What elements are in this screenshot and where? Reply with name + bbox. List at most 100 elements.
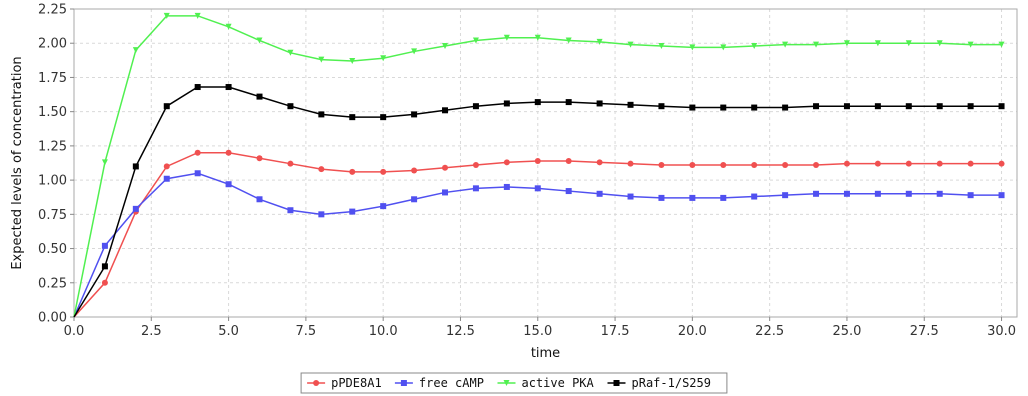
data-point xyxy=(627,193,634,200)
data-point xyxy=(998,103,1005,110)
legend-marker xyxy=(613,380,620,386)
series-active-pka xyxy=(73,12,1005,318)
data-point xyxy=(874,103,881,110)
data-point xyxy=(163,12,170,19)
data-point xyxy=(472,103,479,110)
y-axis: 0.00 0.25 0.50 0.75 1.00 1.25 1.50 1.75 2.00 2.25 xyxy=(38,3,74,326)
data-point xyxy=(751,193,758,200)
y-tick-label: 0.00 xyxy=(38,311,67,326)
x-tick-label: 27.5 xyxy=(910,324,939,339)
data-point xyxy=(194,84,201,91)
x-tick-label: 15.0 xyxy=(523,324,552,339)
series-ppde8a1 xyxy=(73,149,1005,318)
data-point xyxy=(256,155,263,162)
y-tick-label: 1.50 xyxy=(38,105,67,120)
data-point xyxy=(967,103,974,110)
data-point xyxy=(163,103,170,110)
data-point xyxy=(318,166,325,173)
y-tick-label: 2.00 xyxy=(38,37,67,52)
data-point xyxy=(287,103,294,110)
data-point xyxy=(380,203,387,210)
data-point xyxy=(225,84,232,91)
legend-marker xyxy=(503,380,510,386)
data-point xyxy=(380,55,387,62)
data-point xyxy=(287,207,294,214)
data-point xyxy=(658,162,665,169)
x-axis: 0.0 2.5 5.0 7.5 10.0 12.5 15.0 17.5 20.0 22.5 25.0… xyxy=(64,317,1016,339)
plot-area xyxy=(73,8,1018,318)
legend-label: pPDE8A1 xyxy=(331,376,382,390)
data-point xyxy=(194,170,201,177)
data-point xyxy=(287,49,294,56)
legend-label: active PKA xyxy=(522,376,595,390)
data-point xyxy=(936,190,943,197)
x-tick-label: 5.0 xyxy=(218,324,239,339)
legend: pPDE8A1 free cAMP active PKA pRaf-1/S259 xyxy=(300,372,728,394)
x-tick-label: 20.0 xyxy=(678,324,707,339)
data-point xyxy=(132,205,139,212)
data-point xyxy=(163,175,170,182)
data-point xyxy=(998,41,1005,48)
y-tick-label: 2.25 xyxy=(38,3,67,18)
data-point xyxy=(751,104,758,111)
legend-marker xyxy=(400,380,407,386)
data-point xyxy=(442,107,449,114)
data-point xyxy=(256,196,263,203)
data-point xyxy=(936,103,943,110)
data-point xyxy=(689,44,696,51)
data-point xyxy=(689,162,696,169)
data-point xyxy=(658,42,665,49)
data-point xyxy=(442,189,449,196)
data-point xyxy=(349,114,356,121)
data-point xyxy=(689,104,696,111)
data-point xyxy=(101,263,108,270)
data-point xyxy=(225,149,232,156)
data-point xyxy=(163,163,170,170)
data-point xyxy=(905,40,912,47)
data-point xyxy=(411,196,418,203)
legend-item: pPDE8A1 xyxy=(307,376,382,390)
data-point xyxy=(256,37,263,44)
data-point xyxy=(905,103,912,110)
y-tick-label: 0.75 xyxy=(38,208,67,223)
data-point xyxy=(318,211,325,218)
x-tick-label: 22.5 xyxy=(755,324,784,339)
data-point xyxy=(967,160,974,167)
data-point xyxy=(132,47,139,54)
legend-item: active PKA xyxy=(497,376,595,390)
data-point xyxy=(442,164,449,171)
data-point xyxy=(380,168,387,175)
x-tick-label: 12.5 xyxy=(446,324,475,339)
data-point xyxy=(813,162,820,169)
data-point xyxy=(596,159,603,166)
legend-item: free cAMP xyxy=(394,376,484,390)
series-group xyxy=(73,12,1005,318)
data-point xyxy=(225,23,232,30)
data-point xyxy=(720,194,727,201)
data-point xyxy=(503,159,510,166)
data-point xyxy=(472,162,479,169)
data-point xyxy=(905,160,912,167)
x-tick-label: 0.0 xyxy=(64,324,85,339)
x-tick-label: 25.0 xyxy=(832,324,861,339)
data-point xyxy=(380,114,387,121)
data-point xyxy=(658,194,665,201)
data-point xyxy=(843,160,850,167)
data-point xyxy=(813,103,820,110)
y-axis-label: Expected levels of concentration xyxy=(10,56,25,269)
data-point xyxy=(442,42,449,49)
data-point xyxy=(225,181,232,188)
data-point xyxy=(751,42,758,49)
data-point xyxy=(101,279,108,286)
x-tick-label: 30.0 xyxy=(987,324,1016,339)
data-point xyxy=(720,162,727,169)
data-point xyxy=(627,160,634,167)
data-point xyxy=(782,192,789,199)
data-point xyxy=(101,159,108,166)
data-point xyxy=(565,188,572,195)
data-point xyxy=(843,40,850,47)
y-tick-label: 0.50 xyxy=(38,242,67,257)
data-point xyxy=(411,167,418,174)
data-point xyxy=(627,41,634,48)
